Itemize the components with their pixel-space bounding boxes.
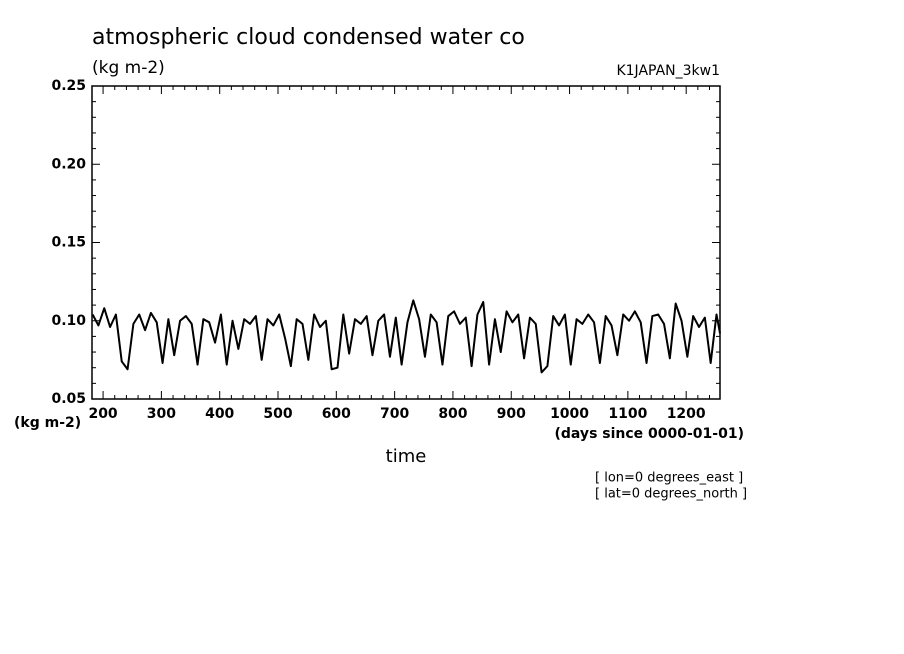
x-tick-label: 500 (263, 406, 292, 422)
x-tick-label: 400 (205, 406, 234, 422)
x-tick-label: 1100 (608, 406, 647, 422)
x-tick-label: 700 (380, 406, 409, 422)
plot-frame (91, 85, 721, 400)
x-axis-unit: (days since 0000-01-01) (555, 426, 745, 442)
chart-title: atmospheric cloud condensed water co (92, 25, 525, 50)
x-tick-label: 1200 (667, 406, 706, 422)
x-tick-label: 900 (497, 406, 526, 422)
data-line (91, 299, 721, 374)
y-tick-label: 0.05 (51, 391, 86, 407)
x-axis-label: time (386, 446, 427, 467)
y-tick-label: 0.20 (51, 156, 86, 172)
x-tick-label: 600 (322, 406, 351, 422)
y-axis-label: (kg m-2) (14, 415, 81, 431)
y-tick-label: 0.15 (51, 235, 86, 251)
annotation: [ lon=0 degrees_east ] (595, 471, 743, 486)
x-tick-label: 200 (88, 406, 117, 422)
annotation: [ lat=0 degrees_north ] (595, 487, 747, 502)
y-tick-label: 0.25 (51, 78, 86, 94)
y-tick-label: 0.10 (51, 313, 86, 329)
chart-subtitle: (kg m-2) (92, 58, 165, 78)
x-tick-label: 300 (147, 406, 176, 422)
dataset-tag: K1JAPAN_3kw1 (616, 63, 720, 79)
x-tick-label: 1000 (550, 406, 589, 422)
x-tick-label: 800 (438, 406, 467, 422)
